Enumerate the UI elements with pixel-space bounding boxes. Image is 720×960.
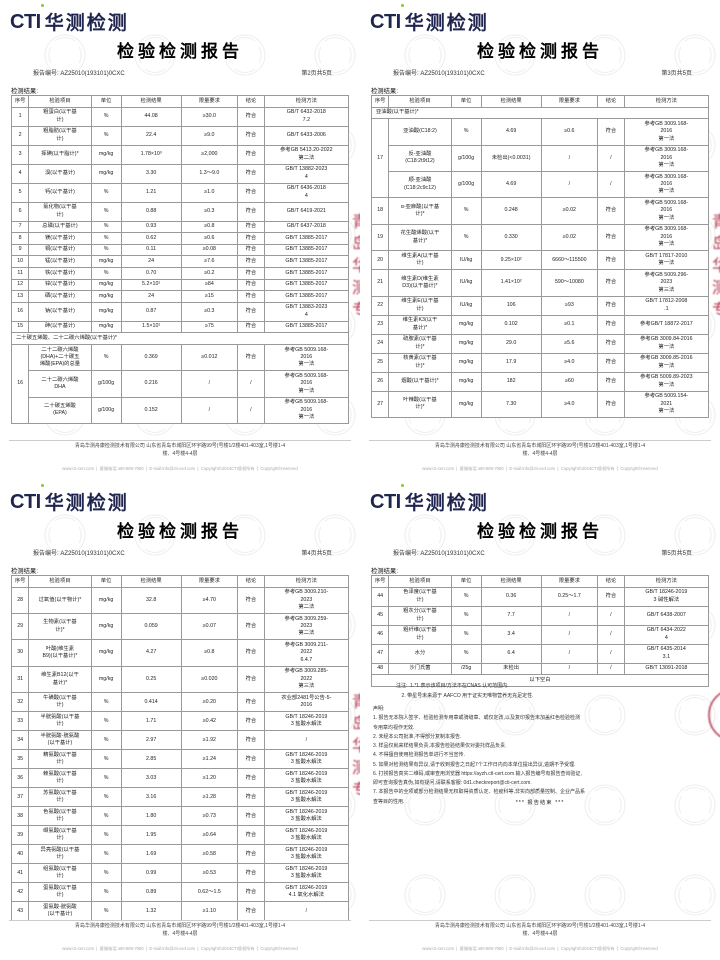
svg-text:岛: 岛 — [712, 235, 720, 253]
svg-text:专: 专 — [352, 781, 360, 799]
svg-text:华: 华 — [352, 257, 360, 275]
svg-text:岛: 岛 — [352, 715, 360, 733]
svg-text:专: 专 — [352, 301, 360, 319]
svg-text:岛: 岛 — [352, 235, 360, 253]
svg-text:华: 华 — [712, 257, 720, 275]
svg-text:测: 测 — [712, 279, 720, 297]
svg-text:测: 测 — [352, 759, 360, 777]
svg-text:测: 测 — [352, 279, 360, 297]
svg-text:青: 青 — [712, 213, 720, 231]
svg-text:青: 青 — [352, 213, 360, 231]
svg-text:专: 专 — [712, 301, 720, 319]
svg-text:青: 青 — [352, 693, 360, 711]
svg-text:华: 华 — [352, 737, 360, 755]
